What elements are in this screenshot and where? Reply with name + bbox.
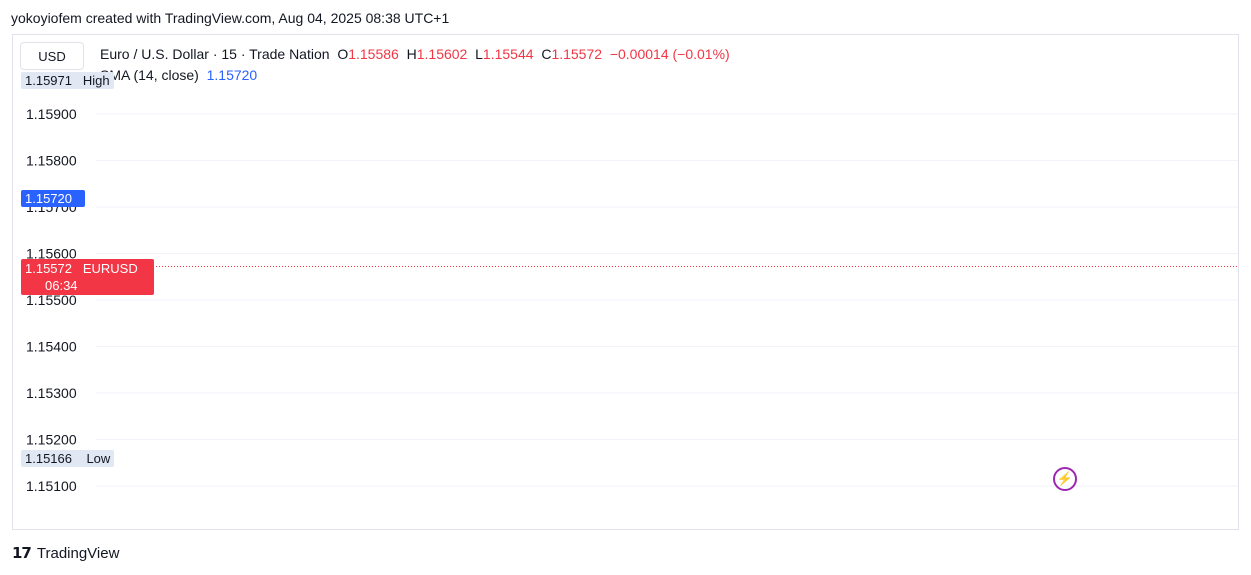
chart-credit: yokoyiofem created with TradingView.com,…: [11, 10, 450, 26]
sma-label: SMA (14, close): [100, 67, 199, 83]
y-tick-label: 1.15900: [26, 106, 77, 122]
low-price-tag: 1.15166 Low: [21, 450, 115, 467]
chart-frame: [12, 34, 1239, 530]
sma-price-tag: 1.15720: [21, 190, 85, 207]
y-tick-label: 1.15200: [26, 432, 77, 448]
y-tick-label: 1.15800: [26, 153, 77, 169]
high-tag-label: High: [82, 73, 110, 88]
sma-legend[interactable]: SMA (14, close) 1.15720: [100, 67, 257, 83]
lightning-icon[interactable]: ⚡: [1053, 467, 1077, 491]
ohlc-legend: Euro / U.S. Dollar · 15 · Trade Nation O…: [100, 46, 730, 62]
sma-value: 1.15720: [206, 67, 258, 83]
currency-button[interactable]: USD: [20, 42, 84, 70]
brand-name: TradingView: [36, 544, 120, 562]
last-price: 1.15572: [25, 261, 72, 276]
open-label: O: [337, 46, 349, 62]
last-symbol: EURUSD: [82, 261, 138, 276]
close-label: C: [541, 46, 552, 62]
low-value: 1.15544: [482, 46, 534, 62]
y-tick-label: 1.15600: [26, 246, 77, 262]
tradingview-logo-icon: 𝟭𝟳: [12, 545, 32, 562]
y-tick-label: 1.15300: [26, 385, 77, 401]
y-tick-label: 1.15400: [26, 339, 77, 355]
grid-lines: [96, 113, 1238, 487]
open-value: 1.15586: [348, 46, 399, 62]
high-value: 1.15602: [416, 46, 468, 62]
close-value: 1.15572: [551, 46, 603, 62]
low-tag-label: Low: [86, 451, 111, 466]
symbol-title[interactable]: Euro / U.S. Dollar · 15 · Trade Nation: [100, 46, 330, 62]
high-price-tag: 1.15971 High: [21, 72, 114, 89]
low-price: 1.15166: [25, 451, 72, 466]
y-tick-label: 1.15100: [26, 478, 77, 494]
change-value: −0.00014 (−0.01%): [609, 46, 730, 62]
y-tick-label: 1.15500: [26, 292, 77, 308]
low-label: L: [475, 46, 483, 62]
bar-countdown: 06:34: [45, 278, 78, 293]
high-price: 1.15971: [25, 73, 72, 88]
tradingview-brand: 𝟭𝟳 TradingView: [12, 544, 120, 563]
high-label: H: [406, 46, 417, 62]
last-price-tag: 1.15572 EURUSD 06:34: [21, 259, 154, 295]
